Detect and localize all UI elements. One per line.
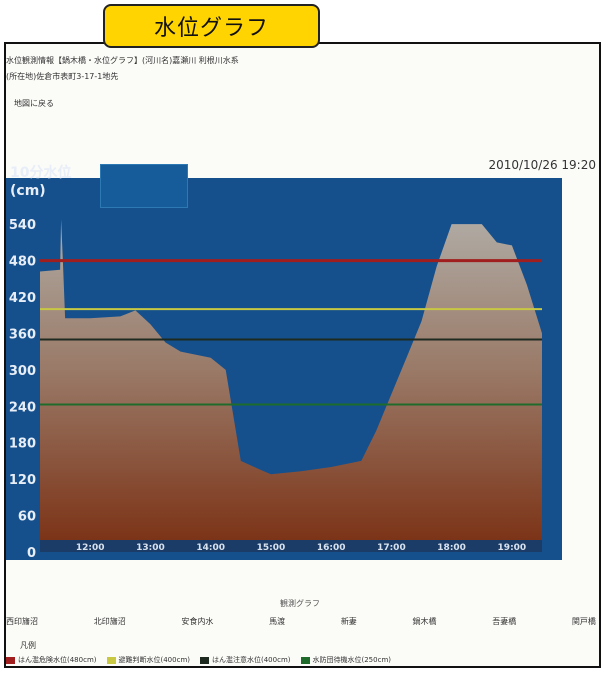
legend-item-1: 避難判断水位(400cm) [106,655,191,665]
legend-title: 凡例 [20,641,36,650]
station-link-1[interactable]: 北印旛沼 [93,617,126,626]
x-tick-label: 17:00 [377,543,406,553]
x-tick-label: 16:00 [317,543,346,553]
y-tick-label: 300 [9,364,36,379]
x-tick-label: 18:00 [437,543,466,553]
station-link-3[interactable]: 馬渡 [269,617,286,626]
legend-label: 避難判断水位(400cm) [118,656,191,664]
station-link-7[interactable]: 関戸橋 [571,617,596,626]
water-level-graph-tag: 水位グラフ [103,4,320,48]
legend-swatch [200,656,209,664]
x-tick-label: 15:00 [257,543,286,553]
x-tick-label: 13:00 [136,543,165,553]
y-tick-label: 540 [9,218,36,233]
back-to-map-link[interactable]: 地図に戻る [14,99,54,108]
y-axis-title-line2: (cm) [10,183,46,199]
legend-label: はん濫注意水位(400cm) [212,656,291,664]
y-tick-label: 60 [18,510,36,525]
threshold-legend: はん濫危険水位(480cm) 避難判断水位(400cm) はん濫注意水位(400cm… [6,655,391,665]
x-tick-label: 12:00 [76,543,105,553]
station-links: 西印旛沼 北印旛沼 安食内水 馬渡 新妻 鍋木橋 吾妻橋 関戸橋 [6,616,596,627]
y-tick-label: 480 [9,255,36,270]
legend-swatch [300,656,310,664]
chart-legend-box [100,164,188,208]
page-header-line2: (所在地)佐倉市表町3-17-1地先 [6,72,119,81]
legend-swatch [6,656,15,664]
station-link-6[interactable]: 吾妻橋 [492,617,517,626]
legend-item-2: はん濫注意水位(400cm) [200,655,291,665]
x-tick-label: 14:00 [196,543,225,553]
water-level-chart: 0 60 120 180 240 300 360 420 480 540 12:00 13:00 14:… [9,218,542,560]
station-link-4[interactable]: 新妻 [340,617,357,626]
station-link-0[interactable]: 西印旛沼 [6,617,38,626]
y-tick-label: 180 [9,437,36,452]
y-tick-label: 360 [9,327,36,342]
y-axis-title: 10分水位 (cm) [10,164,71,200]
legend-item-3: 水防団待機水位(250cm) [300,655,392,665]
y-tick-label: 240 [9,400,36,415]
legend-item-0: はん濫危険水位(480cm) [6,655,97,665]
legend-label: はん濫危険水位(480cm) [18,656,97,664]
legend-swatch [106,656,116,664]
observation-graph-title: 観測グラフ [280,599,320,608]
y-tick-label: 420 [9,291,36,306]
station-link-2[interactable]: 安食内水 [181,617,214,626]
page-header-line1: 水位観測情報【鍋木橋・水位グラフ】(河川名)嘉瀬川 利根川水系 [6,56,239,65]
x-tick-label: 19:00 [498,543,527,553]
water-level-area [40,219,542,553]
y-tick-label: 120 [9,473,36,488]
y-tick-label: 0 [27,546,36,560]
station-link-5[interactable]: 鍋木橋 [412,617,437,626]
legend-label: 水防団待機水位(250cm) [312,656,392,664]
x-axis-band [40,540,542,552]
y-axis-title-line1: 10分水位 [10,165,72,181]
timestamp: 2010/10/26 19:20 [488,158,596,172]
